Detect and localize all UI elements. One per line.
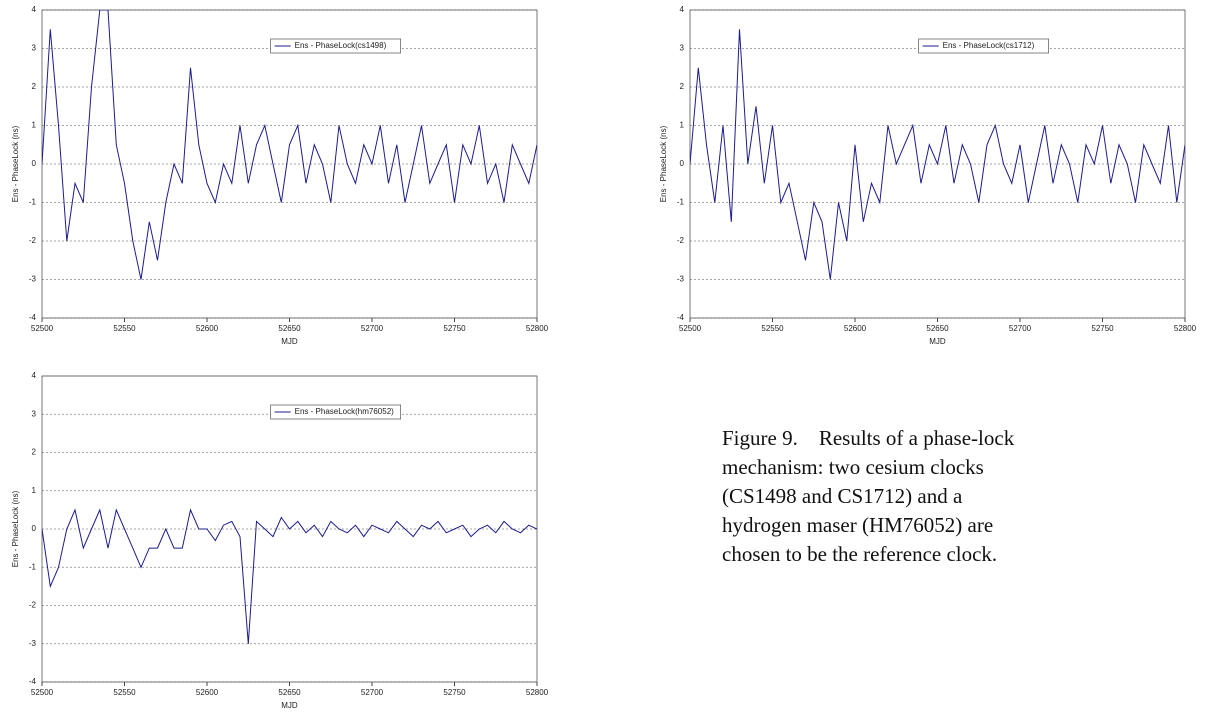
x-tick-label: 52750 <box>443 688 466 697</box>
x-tick-label: 52550 <box>113 324 136 333</box>
x-tick-label: 52600 <box>196 324 219 333</box>
x-tick-label: 52700 <box>1009 324 1032 333</box>
x-tick-label: 52550 <box>113 688 136 697</box>
y-tick-label: -4 <box>29 677 37 686</box>
x-tick-label: 52550 <box>761 324 784 333</box>
y-tick-label: -2 <box>677 236 685 245</box>
x-tick-label: 52500 <box>31 324 54 333</box>
data-line <box>42 508 537 644</box>
chart: -4 -3 -2 -1 0 1 2 3 4 52500 52550 52600 52650 52700 52… <box>11 5 549 346</box>
x-tick-label: 52650 <box>278 324 301 333</box>
x-axis-label: MJD <box>281 701 298 710</box>
x-tick-label: 52500 <box>31 688 54 697</box>
y-axis-label: Ens - PhaseLock (ns) <box>11 490 20 567</box>
x-tick-label: 52750 <box>443 324 466 333</box>
y-axis-label: Ens - PhaseLock (ns) <box>659 125 668 202</box>
y-tick-label: -3 <box>677 275 685 284</box>
y-tick-label: 1 <box>32 486 37 495</box>
y-tick-label: -2 <box>29 601 37 610</box>
x-tick-label: 52800 <box>526 688 549 697</box>
y-tick-label: 4 <box>32 371 37 380</box>
y-tick-label: -2 <box>29 236 37 245</box>
y-tick-label: 0 <box>32 159 37 168</box>
legend-box <box>918 38 1050 54</box>
y-tick-label: 2 <box>32 448 37 457</box>
y-tick-label: 4 <box>32 5 37 14</box>
y-tick-label: 3 <box>680 44 685 53</box>
x-tick-label: 52600 <box>196 688 219 697</box>
y-tick-label: -1 <box>29 562 37 571</box>
y-tick-label: -4 <box>29 313 37 322</box>
y-tick-label: -1 <box>29 198 37 207</box>
x-tick-label: 52500 <box>679 324 702 333</box>
y-tick-label: 2 <box>32 82 37 91</box>
x-tick-label: 52650 <box>278 688 301 697</box>
x-tick-label: 52750 <box>1091 324 1114 333</box>
y-tick-label: 3 <box>32 44 37 53</box>
x-tick-label: 52650 <box>926 324 949 333</box>
legend-label: Ens - PhaseLock(cs1712) <box>943 41 1035 50</box>
y-axis-label: Ens - PhaseLock (ns) <box>11 125 20 202</box>
legend-box <box>270 404 401 420</box>
y-tick-label: 0 <box>680 159 685 168</box>
y-tick-label: 4 <box>680 5 685 14</box>
x-tick-label: 52600 <box>844 324 867 333</box>
chart: -4 -3 -2 -1 0 1 2 3 4 52500 52550 52600 52650 52700 52… <box>11 371 549 710</box>
legend-label: Ens - PhaseLock(cs1498) <box>295 41 387 50</box>
x-axis-label: MJD <box>281 337 298 346</box>
y-tick-label: 2 <box>680 82 685 91</box>
y-tick-label: 3 <box>32 409 37 418</box>
y-tick-label: 0 <box>32 524 37 533</box>
data-line <box>42 10 537 280</box>
x-tick-label: 52700 <box>361 688 384 697</box>
chart: -4 -3 -2 -1 0 1 2 3 4 52500 52550 52600 52650 52700 52… <box>659 5 1197 346</box>
legend-label: Ens - PhaseLock(hm76052) <box>295 407 395 416</box>
data-line <box>690 29 1185 280</box>
y-tick-label: -4 <box>677 313 685 322</box>
x-axis-label: MJD <box>929 337 946 346</box>
y-tick-label: 1 <box>32 121 37 130</box>
figure-caption: Figure 9. Results of a phase-lock mechan… <box>722 426 1015 566</box>
y-tick-label: -3 <box>29 639 37 648</box>
y-tick-label: -1 <box>677 198 685 207</box>
legend-box <box>270 38 401 54</box>
x-tick-label: 52700 <box>361 324 384 333</box>
x-tick-label: 52800 <box>1174 324 1197 333</box>
y-tick-label: 1 <box>680 121 685 130</box>
y-tick-label: -3 <box>29 275 37 284</box>
x-tick-label: 52800 <box>526 324 549 333</box>
